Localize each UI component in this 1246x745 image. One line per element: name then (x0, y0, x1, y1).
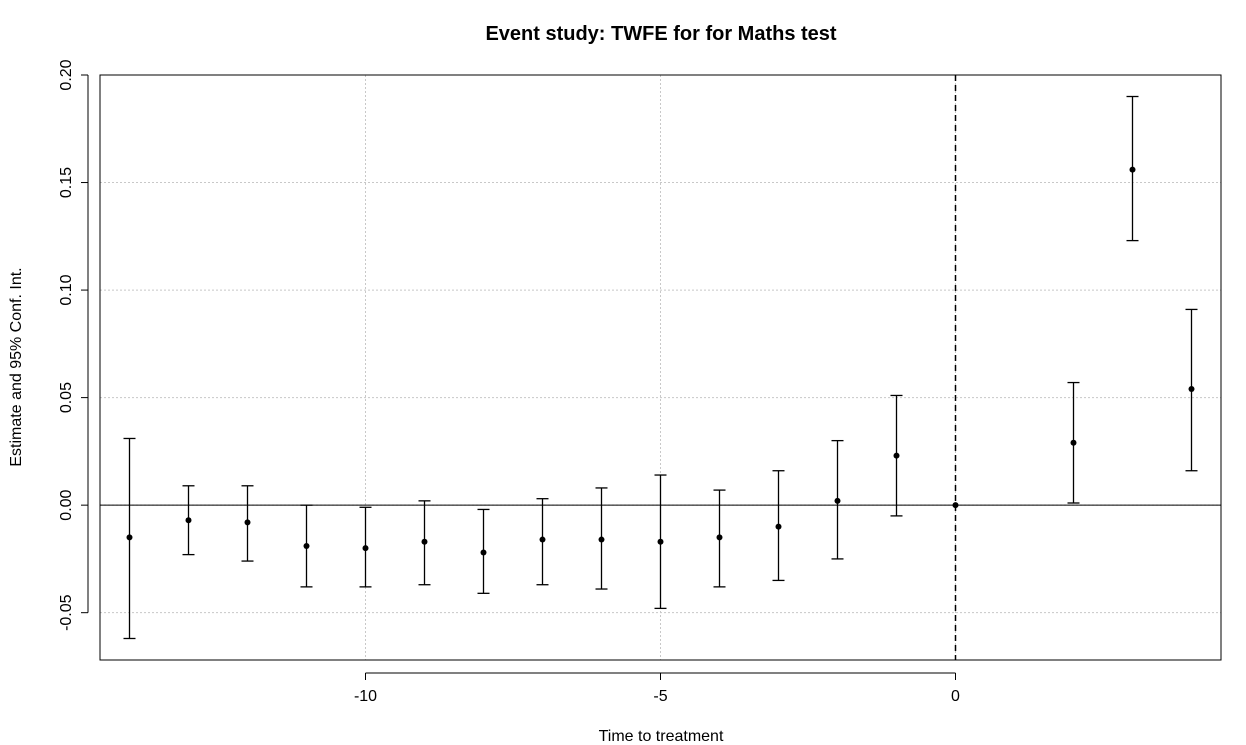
point-estimate (126, 534, 133, 541)
point-estimate (303, 543, 310, 550)
chart-title: Event study: TWFE for for Maths test (485, 23, 836, 45)
point-estimate (244, 519, 251, 526)
y-tick-label: -0.05 (58, 594, 75, 631)
x-tick-label: 0 (951, 688, 960, 705)
point-estimate (657, 538, 664, 545)
point-estimate (834, 497, 841, 504)
y-tick-label: 0.05 (58, 382, 75, 413)
y-axis-label: Estimate and 95% Conf. Int. (8, 267, 25, 466)
point-estimate (1070, 439, 1077, 446)
point-estimate (952, 502, 959, 509)
point-estimates (126, 166, 1195, 556)
y-tick-label: 0.10 (58, 274, 75, 305)
point-estimate (1129, 166, 1136, 173)
x-axis: -10 -5 0 (354, 672, 960, 705)
y-axis: -0.05 0.00 0.05 0.10 0.15 0.20 (58, 59, 89, 631)
point-estimate (716, 534, 723, 541)
y-tick-label: 0.20 (58, 59, 75, 90)
point-estimate (1188, 386, 1195, 393)
plot-frame (99, 74, 1222, 661)
point-estimate (893, 452, 900, 459)
point-estimate (421, 538, 428, 545)
point-estimate (598, 536, 605, 543)
y-tick-label: 0.00 (58, 489, 75, 520)
point-estimate (185, 517, 192, 524)
y-tick-label: 0.15 (58, 167, 75, 198)
point-estimate (775, 523, 782, 530)
point-estimate (362, 545, 369, 552)
point-estimate (539, 536, 546, 543)
x-tick-label: -5 (653, 688, 667, 705)
x-axis-label: Time to treatment (599, 728, 724, 745)
point-estimate (480, 549, 487, 556)
x-tick-label: -10 (354, 688, 377, 705)
